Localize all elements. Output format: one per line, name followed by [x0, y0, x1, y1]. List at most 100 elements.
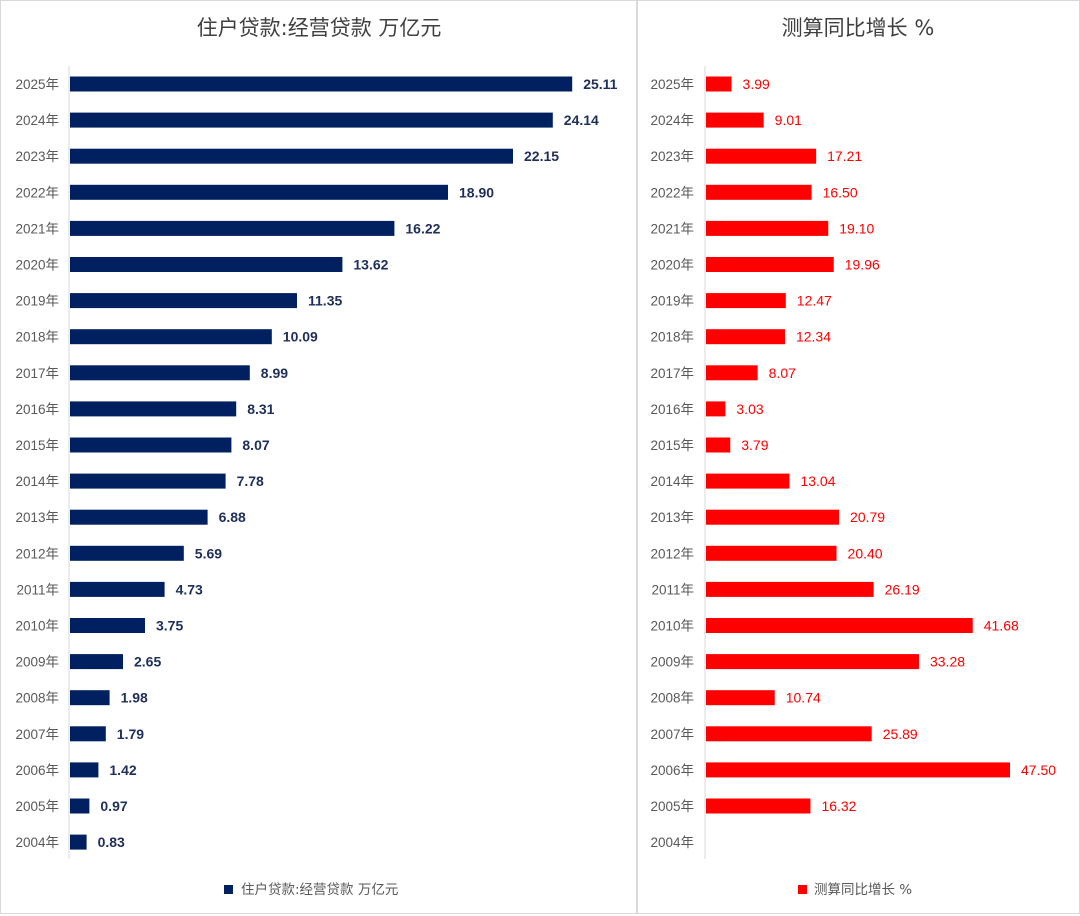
right-bar [706, 762, 1010, 778]
left-data-label: 1.79 [117, 726, 144, 742]
right-category-label: 2005年 [650, 799, 694, 814]
left-chart-panel: 住户贷款:经营贷款 万亿元 2025年 25.11 2024年 24.14 2023年 2… [0, 0, 637, 914]
left-bar [70, 76, 573, 92]
right-category-label: 2017年 [650, 366, 694, 381]
right-category-label: 2011年 [651, 582, 694, 597]
left-category-label: 2023年 [15, 149, 59, 164]
left-legend: 住户贷款:经营贷款 万亿元 [224, 881, 398, 898]
left-data-label: 16.22 [405, 220, 440, 236]
left-bar [70, 293, 297, 309]
right-data-label: 19.96 [845, 257, 880, 273]
right-bar [706, 293, 786, 309]
left-bar [70, 834, 87, 850]
left-bar [70, 690, 110, 706]
right-category-label: 2024年 [650, 113, 694, 128]
right-data-label: 25.89 [883, 726, 918, 742]
left-category-label: 2009年 [15, 655, 59, 670]
right-data-label: 16.32 [821, 798, 856, 814]
left-bar [70, 581, 165, 597]
left-data-label: 5.69 [195, 545, 222, 561]
right-category-label: 2013年 [650, 510, 694, 525]
left-category-label: 2010年 [15, 619, 59, 634]
left-bar [70, 762, 99, 778]
right-bar [706, 148, 817, 164]
right-bar [706, 545, 837, 561]
left-data-label: 6.88 [219, 509, 246, 525]
left-bar [70, 545, 184, 561]
right-bar [706, 654, 919, 670]
right-category-label: 2021年 [650, 221, 694, 236]
left-legend-label: 住户贷款:经营贷款 万亿元 [241, 881, 398, 898]
right-bar [706, 401, 726, 417]
right-bar [706, 220, 829, 236]
right-legend: 测算同比增长 % [798, 882, 912, 898]
left-bar [70, 257, 343, 272]
left-category-label: 2011年 [16, 582, 59, 597]
left-bar [70, 401, 237, 417]
left-data-label: 3.75 [156, 618, 183, 634]
left-data-label: 0.97 [100, 798, 127, 814]
left-bar [70, 148, 513, 164]
left-category-label: 2012年 [15, 546, 59, 561]
right-category-label: 2018年 [650, 330, 694, 345]
right-data-label: 47.50 [1021, 762, 1056, 778]
left-bar [70, 654, 123, 670]
left-bar [70, 220, 395, 236]
left-bar [70, 798, 90, 814]
right-data-label: 16.50 [823, 184, 858, 200]
right-chart-marks: 2025年 3.99 2024年 9.01 2023年 17.21 2022年 16.50 20… [650, 66, 1056, 859]
right-bar [706, 798, 811, 814]
left-bar [70, 365, 250, 381]
right-bar [706, 690, 775, 706]
left-chart-marks: 2025年 25.11 2024年 24.14 2023年 22.15 2022年 18.90… [15, 66, 618, 859]
right-bar [706, 473, 790, 489]
right-bar [706, 509, 840, 525]
right-data-label: 8.07 [769, 365, 796, 381]
left-data-label: 24.14 [564, 112, 599, 128]
right-category-label: 2019年 [650, 294, 694, 309]
right-category-label: 2020年 [650, 258, 694, 273]
left-data-label: 22.15 [524, 148, 559, 164]
left-data-label: 10.09 [283, 329, 318, 345]
right-bar [706, 112, 764, 128]
left-data-label: 2.65 [134, 654, 161, 670]
right-category-label: 2014年 [650, 474, 694, 489]
right-category-label: 2009年 [650, 655, 694, 670]
left-category-label: 2024年 [15, 113, 59, 128]
right-data-label: 12.47 [797, 293, 832, 309]
left-category-label: 2020年 [15, 258, 59, 273]
right-bar [706, 257, 834, 272]
left-data-label: 11.35 [308, 293, 342, 309]
right-data-label: 9.01 [775, 112, 802, 128]
left-bar [70, 437, 232, 453]
left-category-label: 2013年 [15, 510, 59, 525]
left-bar [70, 473, 226, 489]
right-data-label: 20.40 [848, 545, 883, 561]
right-data-label: 10.74 [786, 690, 821, 706]
left-bar [70, 726, 106, 742]
left-data-label: 4.73 [176, 581, 203, 597]
right-data-label: 3.99 [743, 76, 770, 92]
left-category-label: 2025年 [15, 77, 59, 92]
left-category-label: 2007年 [15, 727, 59, 742]
left-data-label: 0.83 [98, 834, 125, 850]
right-category-label: 2006年 [650, 763, 694, 778]
left-bar [70, 329, 272, 345]
left-category-label: 2017年 [15, 366, 59, 381]
right-category-label: 2023年 [650, 149, 694, 164]
left-legend-swatch [224, 885, 233, 894]
right-legend-label: 测算同比增长 % [814, 882, 912, 898]
right-data-label: 17.21 [827, 148, 862, 164]
right-category-label: 2010年 [650, 619, 694, 634]
left-data-label: 8.99 [261, 365, 288, 381]
right-category-label: 2007年 [650, 727, 694, 742]
right-bar [706, 726, 872, 742]
left-data-label: 8.31 [247, 401, 274, 417]
left-category-label: 2005年 [15, 799, 59, 814]
left-data-label: 13.62 [353, 257, 388, 273]
left-category-label: 2014年 [15, 474, 59, 489]
right-category-label: 2022年 [650, 185, 694, 200]
left-category-label: 2015年 [15, 438, 59, 453]
